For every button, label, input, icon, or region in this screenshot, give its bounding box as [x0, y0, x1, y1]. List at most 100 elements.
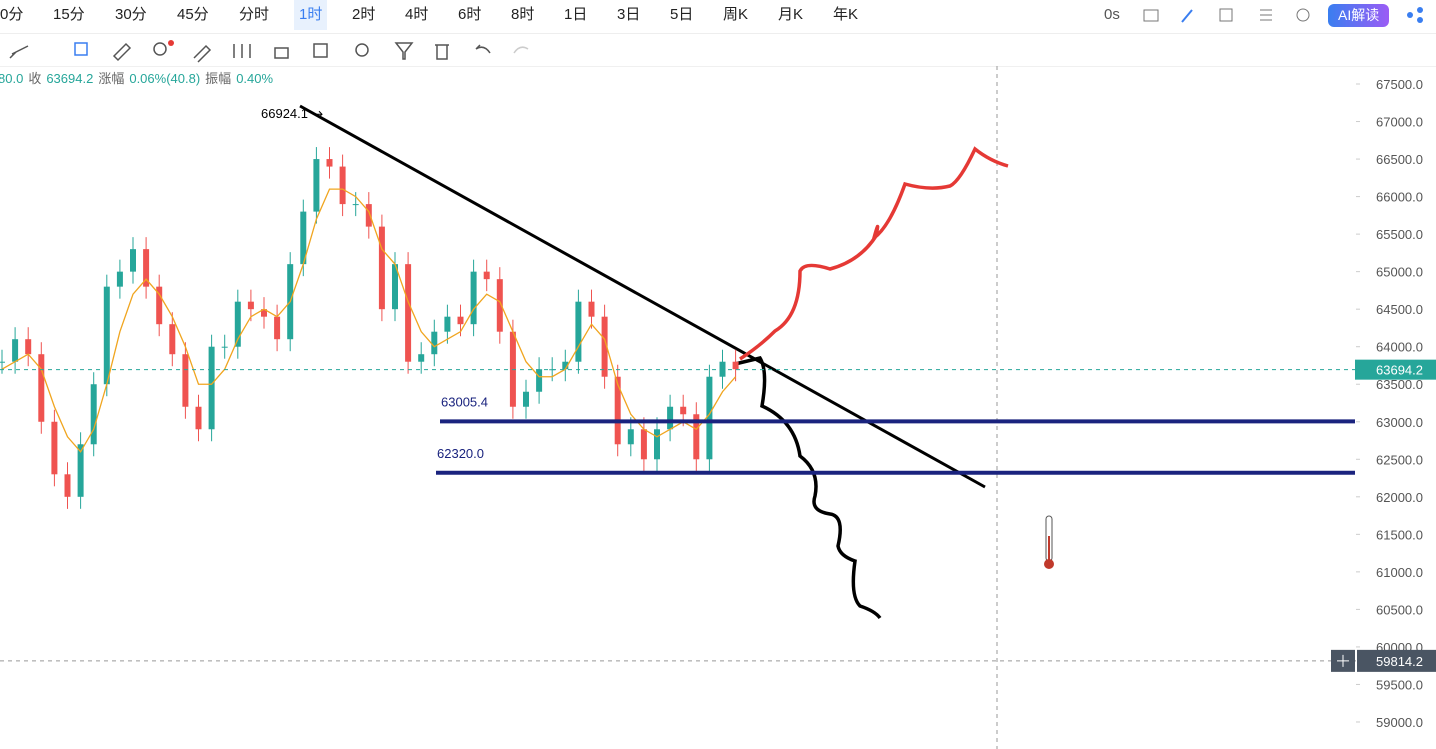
crosshair-tag	[1357, 649, 1436, 672]
interval-button[interactable]: 45分	[177, 6, 209, 23]
candle-body	[614, 376, 621, 445]
interval-button[interactable]: 3日	[617, 6, 641, 23]
tool-lock[interactable]	[274, 47, 289, 59]
tool-pen[interactable]	[193, 44, 212, 63]
camera[interactable]	[1143, 9, 1159, 22]
tool-ruler[interactable]	[112, 42, 132, 62]
candle-body	[431, 331, 438, 355]
candle-body	[143, 249, 150, 287]
candle-body	[496, 279, 503, 332]
candle-body	[405, 264, 412, 362]
candle-body	[90, 384, 97, 445]
tool-undo[interactable]	[475, 44, 491, 54]
y-tick-label: 64500.0	[1376, 302, 1423, 317]
interval-toolbar: 0分 15分 30分 45分 分时 1时 2时 4时 6时 8时 1日 3日 5日 周K 月K 年K 0s AI解…	[0, 0, 1436, 34]
settings[interactable]	[1296, 8, 1310, 22]
share[interactable]	[1407, 12, 1413, 18]
share-node	[1417, 17, 1423, 23]
candle-body	[169, 324, 176, 355]
copy[interactable]	[1219, 8, 1233, 22]
candle-body	[378, 226, 385, 310]
interval-button[interactable]: 1时	[294, 0, 328, 30]
interval-button[interactable]: 2时	[352, 6, 376, 23]
y-tick-label: 61500.0	[1376, 527, 1423, 542]
interval-button[interactable]: 分时	[239, 6, 270, 23]
tool-note[interactable]	[313, 43, 328, 58]
candle-body	[38, 354, 45, 422]
candle-body	[25, 339, 32, 355]
candle-body	[247, 301, 254, 310]
candle-body	[588, 301, 595, 317]
candle-body	[706, 376, 713, 460]
candle-body	[221, 346, 228, 348]
share-node	[1417, 7, 1423, 13]
countdown: 0s	[1104, 6, 1120, 23]
candle-body	[156, 286, 163, 325]
tool-select[interactable]	[74, 42, 88, 56]
candle-body	[326, 159, 333, 167]
candle-body	[562, 361, 569, 370]
price-label: 63694.2	[1376, 363, 1423, 378]
menu[interactable]	[1260, 9, 1272, 21]
interval-button[interactable]: 6时	[458, 6, 482, 23]
candle-body	[300, 211, 307, 265]
interval-button[interactable]: 周K	[723, 6, 749, 23]
y-tick-label: 67500.0	[1376, 77, 1423, 92]
interval-button[interactable]: 月K	[778, 6, 804, 23]
info-item: 收	[28, 71, 41, 86]
candle-body	[103, 286, 110, 385]
crosshair-label: 59814.2	[1376, 654, 1423, 669]
y-tick-label: 63000.0	[1376, 415, 1423, 430]
y-tick-label: 65500.0	[1376, 227, 1423, 242]
candle-body	[667, 406, 674, 430]
tool-line[interactable]	[9, 45, 29, 59]
candle-body	[654, 429, 660, 460]
interval-button[interactable]: 8时	[511, 6, 535, 23]
candle-body	[339, 166, 346, 205]
drawing-toolbar	[0, 40, 1436, 67]
candle-body	[234, 301, 241, 347]
candle-body	[116, 271, 123, 287]
interval-button[interactable]: 年K	[833, 6, 859, 23]
moving-average	[1, 188, 737, 453]
interval-button[interactable]: 30分	[115, 6, 147, 23]
tool-zoom[interactable]	[153, 42, 167, 56]
candle-body	[182, 354, 189, 407]
y-tick-label: 60500.0	[1376, 602, 1423, 617]
y-tick-label: 62500.0	[1376, 452, 1423, 467]
y-tick-label: 67000.0	[1376, 115, 1423, 130]
y-tick-label: 66500.0	[1376, 152, 1423, 167]
candle-body	[51, 421, 58, 475]
y-tick-label: 59000.0	[1376, 715, 1423, 730]
interval-button[interactable]: 4时	[405, 6, 429, 23]
chart: 80.0 收 63694.2 涨幅 0.06%(40.8) 振幅 0.40% 59000.0…	[0, 66, 1436, 749]
interval-button[interactable]: 0分	[0, 6, 24, 23]
info-item: 63694.2	[46, 71, 93, 86]
tool-delete[interactable]	[435, 44, 449, 60]
candle-body	[601, 316, 608, 377]
tool-candles[interactable]	[233, 44, 251, 58]
candle-body	[640, 429, 647, 460]
tool-filter[interactable]	[394, 42, 414, 60]
y-tick-label: 59500.0	[1376, 677, 1423, 692]
info-item: 0.06%(40.8)	[129, 71, 200, 86]
candle-body	[627, 429, 634, 445]
toolbar-icons	[1143, 7, 1423, 23]
candle-body	[536, 369, 543, 392]
candle-body	[418, 354, 425, 362]
candle-body	[732, 361, 739, 370]
candle-body	[483, 271, 490, 280]
interval-button[interactable]: 15分	[53, 6, 85, 23]
candle-body	[77, 444, 84, 497]
interval-button[interactable]: 1日	[564, 6, 588, 23]
level-label: 63005.4	[441, 394, 488, 409]
ai-button[interactable]: AI解读	[1328, 4, 1390, 27]
info-item: 振幅	[205, 71, 231, 86]
tool-magnet[interactable]	[355, 43, 369, 57]
thermometer-level	[1048, 536, 1050, 561]
edit[interactable]	[1181, 9, 1193, 23]
tool-redo[interactable]	[513, 46, 529, 54]
y-tick-label: 64000.0	[1376, 340, 1423, 355]
interval-button[interactable]: 5日	[670, 6, 694, 23]
